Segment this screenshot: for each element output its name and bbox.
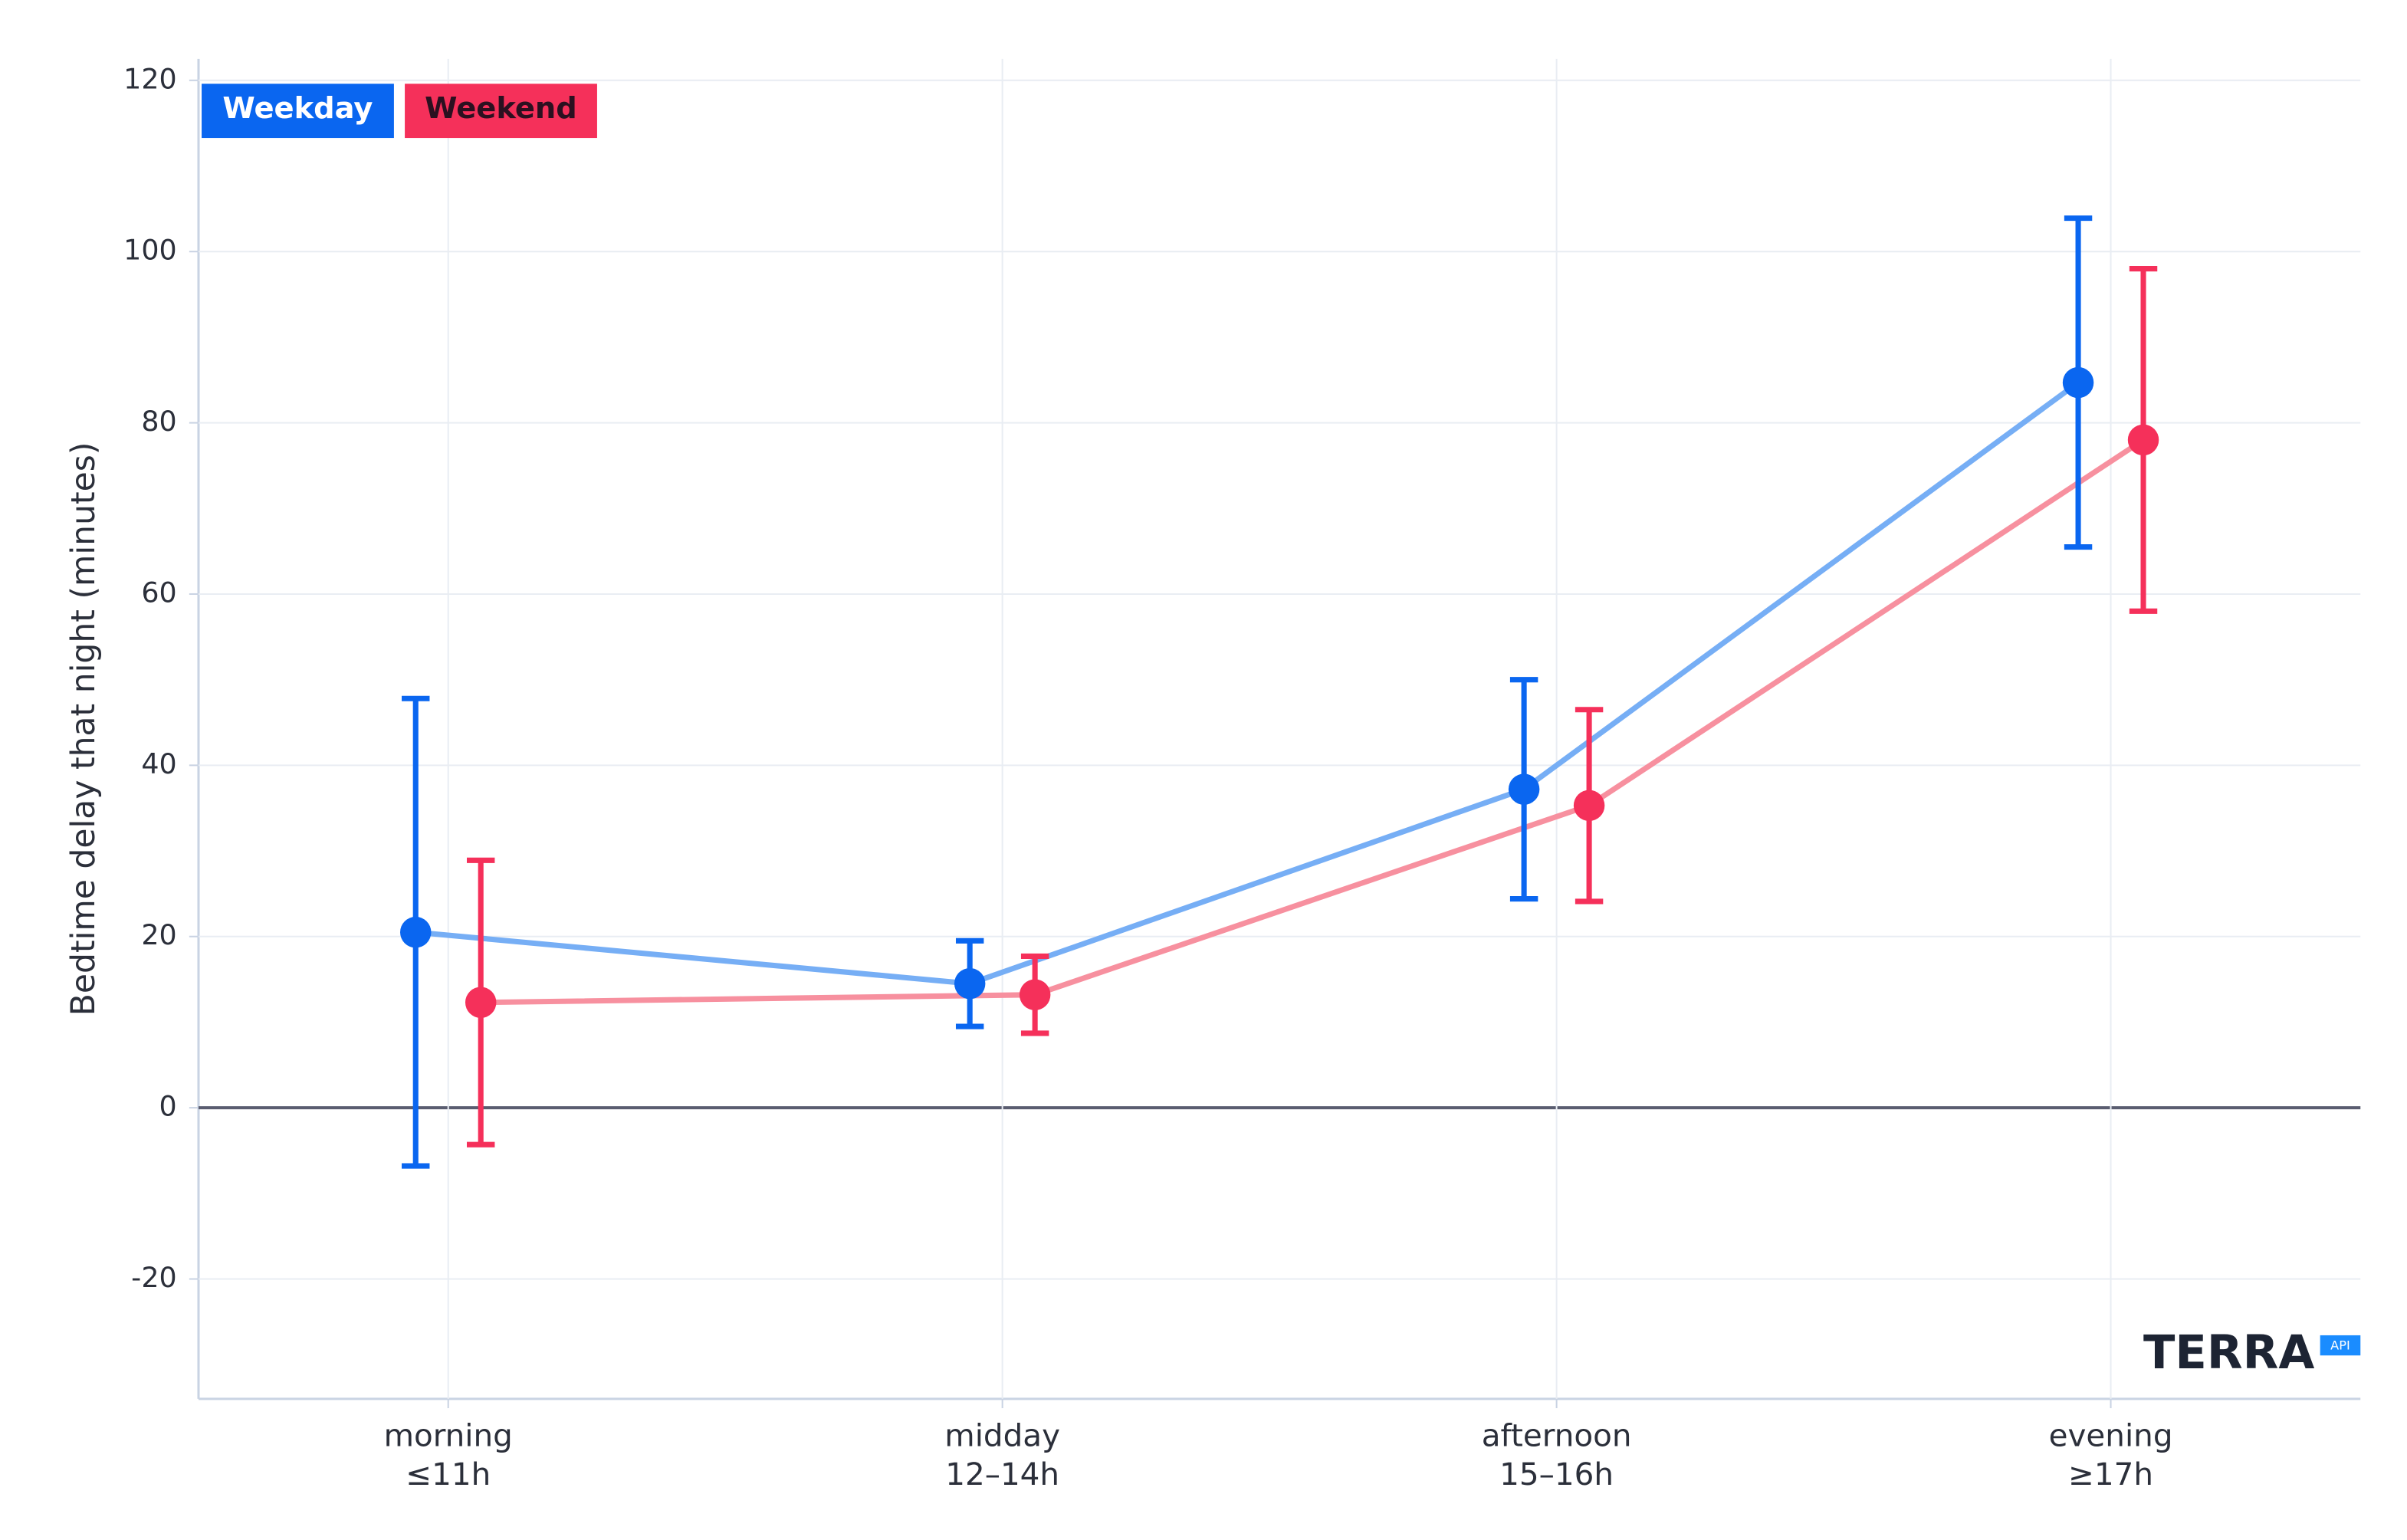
- point: [465, 987, 497, 1018]
- series-line: [481, 437, 2145, 1006]
- point: [1019, 979, 1051, 1010]
- legend-label: Weekend: [425, 91, 577, 126]
- y-tick-label: 20: [141, 918, 176, 951]
- x-tick-label: 12–14h: [945, 1456, 1059, 1492]
- x-tick-label: 15–16h: [1499, 1456, 1614, 1492]
- y-tick-label: 120: [123, 62, 177, 95]
- x-tick-label: evening: [2049, 1417, 2173, 1453]
- point: [1508, 773, 1540, 805]
- x-tick-label: afternoon: [1482, 1417, 1632, 1453]
- logo-badge-text: API: [2330, 1338, 2350, 1353]
- x-tick-label: midday: [944, 1417, 1060, 1453]
- point: [1573, 790, 1605, 822]
- x-tick-label: ≥17h: [2068, 1456, 2153, 1492]
- series-line: [415, 380, 2080, 987]
- legend-swatch: [202, 84, 394, 139]
- legend-swatch: [405, 84, 597, 139]
- point: [2062, 366, 2094, 399]
- logo-badge: [2320, 1335, 2361, 1356]
- y-axis-label: Bedtime delay that night (minutes): [65, 442, 103, 1016]
- y-tick-label: 0: [159, 1090, 176, 1123]
- point: [954, 967, 986, 1000]
- x-tick-label: ≤11h: [406, 1456, 491, 1492]
- y-tick-label: 80: [141, 405, 176, 438]
- point: [2127, 424, 2159, 456]
- y-tick-label: -20: [131, 1261, 176, 1294]
- y-tick-label: 60: [141, 576, 176, 609]
- y-tick-label: 100: [123, 234, 177, 267]
- logo-text: TERRA: [2143, 1326, 2314, 1380]
- y-tick-label: 40: [141, 747, 176, 780]
- x-tick-label: morning: [384, 1417, 513, 1453]
- legend-label: Weekday: [222, 91, 373, 126]
- point: [400, 916, 432, 948]
